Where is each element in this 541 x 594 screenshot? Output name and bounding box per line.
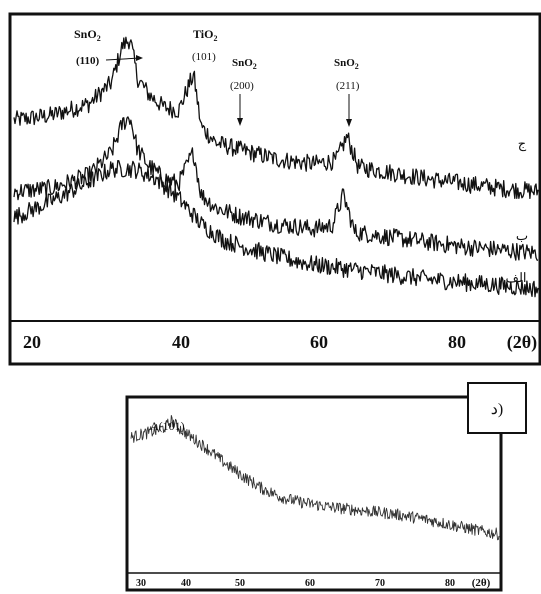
bottom-x-tick-label: 50: [235, 578, 245, 589]
svg-text:SnO2: SnO2: [334, 57, 359, 71]
top-plot-frame: [8, 12, 541, 366]
peak-annotation-sno2-200: SnO2 (200): [230, 57, 257, 126]
series-label-b: ب: [516, 228, 528, 243]
peak-subscript: 2: [253, 62, 257, 71]
svg-text:TiO2: TiO2: [193, 27, 217, 43]
panel-label-box: [467, 382, 527, 434]
peak-compound: SnO: [334, 57, 355, 69]
peak-hkl: (211): [336, 80, 360, 92]
top-x-tick-label: 20: [23, 332, 41, 352]
peak-hkl: (200): [230, 80, 254, 92]
bottom-x-tick-label: 40: [181, 578, 191, 589]
peak-annotation-a101: A(101): [150, 419, 185, 433]
peak-arrow: [105, 57, 141, 61]
top-x-tick-label: 40: [172, 332, 190, 352]
peak-subscript: 2: [213, 34, 217, 43]
xrd-curve-series-0: [130, 414, 500, 541]
peak-annotation-sno2-211: SnO2 (211): [334, 57, 360, 127]
peak-annotation-sno2-110: SnO2 (110): [74, 27, 143, 67]
arrow-head-icon: [136, 55, 143, 61]
peak-hkl: (110): [76, 55, 100, 67]
peak-subscript: 2: [97, 34, 101, 43]
top-x-tick-label: 60: [310, 332, 328, 352]
arrow-head-icon: [346, 119, 352, 127]
top-x-tick-label: 80: [448, 332, 466, 352]
xrd-curve-series-0: [13, 36, 539, 200]
bottom-xrd-panel: A(101) 30 40 50 60 70 80 (2θ) د): [125, 382, 527, 592]
bottom-x-axis-unit: (2θ): [472, 577, 491, 589]
series-label-alef: الف: [505, 270, 526, 285]
xrd-curve-series-2: [13, 159, 539, 298]
bottom-curves: [130, 414, 500, 541]
peak-compound: SnO: [74, 27, 97, 41]
bottom-x-tick-label: 30: [136, 578, 146, 589]
top-x-axis-unit: (2θ): [507, 332, 537, 353]
peak-hkl: (101): [192, 51, 216, 63]
arrow-head-icon: [237, 118, 243, 126]
bottom-x-tick-label: 60: [305, 578, 315, 589]
peak-annotation-tio2-101: TiO2 (101): [192, 27, 217, 63]
top-x-tick-labels: 20 40 60 80 (2θ): [23, 332, 537, 353]
peak-subscript: 2: [355, 62, 359, 71]
top-curves: [13, 36, 539, 298]
xrd-curve-series-1: [13, 116, 539, 262]
series-label-j: ج: [518, 136, 527, 152]
bottom-plot-frame: [125, 395, 503, 592]
svg-text:SnO2: SnO2: [74, 27, 101, 43]
panel-label-d: د): [491, 401, 503, 418]
bottom-x-tick-label: 80: [445, 578, 455, 589]
svg-text:SnO2: SnO2: [232, 57, 257, 71]
peak-compound: SnO: [232, 57, 253, 69]
bottom-x-tick-label: 70: [375, 578, 385, 589]
bottom-x-tick-labels: 30 40 50 60 70 80 (2θ): [136, 577, 491, 589]
peak-compound: TiO: [193, 27, 213, 41]
top-xrd-panel: 20 40 60 80 (2θ) SnO2 (110) TiO2 (101) S…: [8, 12, 541, 366]
